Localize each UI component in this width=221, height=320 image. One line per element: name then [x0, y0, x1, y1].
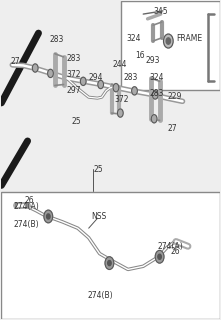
Text: 27: 27 [10, 57, 20, 66]
Circle shape [152, 91, 158, 99]
Text: 274(B): 274(B) [13, 220, 39, 228]
Text: 283: 283 [50, 35, 64, 44]
Text: 324: 324 [150, 73, 164, 82]
Text: 324: 324 [126, 34, 141, 43]
Text: 283: 283 [150, 89, 164, 98]
Circle shape [155, 251, 164, 263]
Text: 372: 372 [67, 70, 81, 79]
Text: 293: 293 [146, 56, 160, 65]
Text: 26: 26 [171, 247, 180, 257]
Text: 294: 294 [89, 73, 103, 82]
Circle shape [113, 84, 119, 92]
Circle shape [48, 69, 53, 77]
Circle shape [44, 210, 53, 223]
Text: 345: 345 [153, 7, 168, 16]
Text: FRAME: FRAME [176, 34, 202, 43]
Circle shape [166, 38, 171, 44]
Text: 26: 26 [24, 196, 34, 205]
Circle shape [118, 109, 123, 117]
Circle shape [47, 214, 50, 219]
Circle shape [108, 260, 111, 266]
Text: 283: 283 [124, 73, 138, 82]
Circle shape [132, 87, 137, 95]
Bar [1, 192, 220, 319]
Circle shape [158, 254, 161, 259]
Text: NSS: NSS [91, 212, 106, 221]
Circle shape [98, 80, 103, 89]
Text: 27: 27 [167, 124, 177, 133]
Text: 274(A): 274(A) [13, 203, 39, 212]
Text: 372: 372 [115, 95, 129, 104]
Text: 297: 297 [67, 86, 81, 95]
Text: 25: 25 [71, 117, 81, 126]
Text: 16: 16 [135, 52, 145, 60]
Text: 244: 244 [113, 60, 127, 69]
Circle shape [80, 77, 86, 85]
Circle shape [105, 257, 114, 269]
Text: 229: 229 [167, 92, 182, 101]
Text: 274(B): 274(B) [88, 291, 113, 300]
Circle shape [164, 34, 173, 48]
Text: 25: 25 [93, 165, 103, 174]
Bar [121, 1, 220, 90]
Circle shape [32, 64, 38, 72]
Circle shape [151, 115, 157, 123]
Text: 274(A): 274(A) [157, 242, 183, 251]
Text: 283: 283 [67, 54, 81, 63]
